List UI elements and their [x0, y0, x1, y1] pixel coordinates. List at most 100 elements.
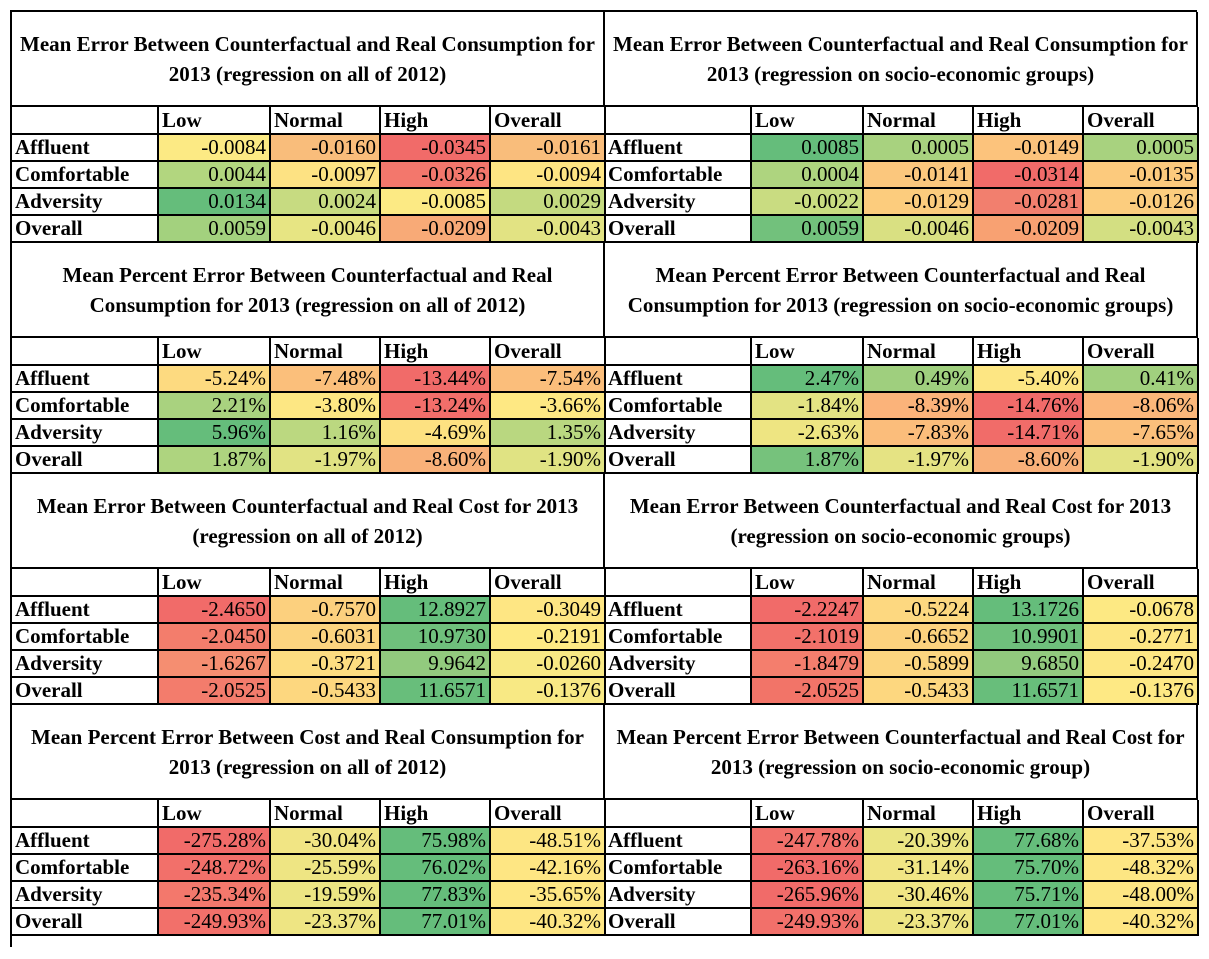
table-panel: Mean Error Between Counterfactual and Re…	[12, 474, 606, 705]
value-cell: 77.01%	[973, 908, 1084, 936]
value-cell: -265.96%	[751, 881, 864, 909]
header-row: Low Normal High Overall	[605, 338, 1199, 366]
value-cell: -2.2247	[751, 596, 864, 624]
row-label: Overall	[605, 446, 752, 474]
value-cell: -0.1376	[490, 677, 606, 705]
column-header	[12, 338, 159, 366]
column-header	[605, 569, 752, 597]
value-cell: -1.6267	[158, 650, 271, 678]
table-row: Adversity -1.8479 -0.5899 9.6850 -0.2470	[605, 650, 1199, 678]
row-label: Comfortable	[12, 623, 159, 651]
header-row: Low Normal High Overall	[605, 800, 1199, 828]
value-cell: 77.01%	[380, 908, 491, 936]
row-label: Affluent	[605, 365, 752, 393]
header-row: Low Normal High Overall	[12, 338, 606, 366]
value-cell: -0.2191	[490, 623, 606, 651]
value-cell: -0.5433	[863, 677, 974, 705]
value-cell: -0.2771	[1083, 623, 1199, 651]
results-grid: Mean Error Between Counterfactual and Re…	[10, 10, 1199, 947]
header-row: Low Normal High Overall	[605, 107, 1199, 135]
value-cell: -0.0129	[863, 188, 974, 216]
value-cell: -31.14%	[863, 854, 974, 882]
table-row: Overall -249.93% -23.37% 77.01% -40.32%	[12, 908, 606, 936]
row-label: Affluent	[605, 134, 752, 162]
column-header: Overall	[490, 338, 606, 366]
table-row: Overall 0.0059 -0.0046 -0.0209 -0.0043	[12, 215, 606, 243]
table-row: Adversity -1.6267 -0.3721 9.9642 -0.0260	[12, 650, 606, 678]
value-cell: 0.49%	[863, 365, 974, 393]
value-cell: -48.00%	[1083, 881, 1199, 909]
table-row: Comfortable -1.84% -8.39% -14.76% -8.06%	[605, 392, 1199, 420]
value-cell: -0.7570	[270, 596, 381, 624]
header-row: Low Normal High Overall	[12, 107, 606, 135]
table-panel: Mean Percent Error Between Counterfactua…	[605, 243, 1199, 474]
value-cell: 2.21%	[158, 392, 271, 420]
table-title: Mean Percent Error Between Counterfactua…	[605, 243, 1198, 338]
column-header: High	[380, 338, 491, 366]
table-title: Mean Error Between Counterfactual and Re…	[12, 12, 605, 107]
value-cell: 0.0134	[158, 188, 271, 216]
value-cell: 0.0005	[1083, 134, 1199, 162]
table-title: Mean Percent Error Between Cost and Real…	[12, 705, 605, 800]
value-cell: -0.0043	[1083, 215, 1199, 243]
column-header: Overall	[490, 569, 606, 597]
value-cell: 11.6571	[973, 677, 1084, 705]
value-cell: -0.0141	[863, 161, 974, 189]
table-row: Affluent -2.4650 -0.7570 12.8927 -0.3049	[12, 596, 606, 624]
value-cell: -0.0326	[380, 161, 491, 189]
value-cell: 9.9642	[380, 650, 491, 678]
value-cell: 0.0024	[270, 188, 381, 216]
column-header: Low	[751, 107, 864, 135]
value-cell: -2.4650	[158, 596, 271, 624]
table-row: Overall 1.87% -1.97% -8.60% -1.90%	[605, 446, 1199, 474]
value-cell: 77.83%	[380, 881, 491, 909]
value-cell: -2.0525	[158, 677, 271, 705]
value-cell: -2.1019	[751, 623, 864, 651]
value-cell: -0.0084	[158, 134, 271, 162]
value-cell: -1.97%	[270, 446, 381, 474]
row-label: Comfortable	[605, 392, 752, 420]
value-cell: -48.51%	[490, 827, 606, 855]
value-cell: -5.24%	[158, 365, 271, 393]
row-label: Adversity	[605, 419, 752, 447]
table-title: Mean Error Between Counterfactual and Re…	[605, 474, 1198, 569]
value-cell: 2.47%	[751, 365, 864, 393]
row-label: Affluent	[605, 596, 752, 624]
value-cell: -7.65%	[1083, 419, 1199, 447]
table-row: Comfortable -2.0450 -0.6031 10.9730 -0.2191	[12, 623, 606, 651]
value-cell: 1.87%	[751, 446, 864, 474]
column-header	[12, 569, 159, 597]
table-row: Adversity 0.0134 0.0024 -0.0085 0.0029	[12, 188, 606, 216]
value-cell: 10.9730	[380, 623, 491, 651]
table-row: Comfortable -248.72% -25.59% 76.02% -42.16%	[12, 854, 606, 882]
value-cell: -40.32%	[490, 908, 606, 936]
table-row: Overall -2.0525 -0.5433 11.6571 -0.1376	[12, 677, 606, 705]
data-table: Low Normal High Overall Affluent -2.2247 -0.52…	[605, 569, 1199, 705]
table-row: Affluent -275.28% -30.04% 75.98% -48.51%	[12, 827, 606, 855]
column-header: Low	[158, 338, 271, 366]
value-cell: 76.02%	[380, 854, 491, 882]
table-panel: Mean Error Between Counterfactual and Re…	[605, 12, 1199, 243]
data-table: Low Normal High Overall Affluent -2.4650 -0.75…	[12, 569, 606, 705]
value-cell: -30.46%	[863, 881, 974, 909]
value-cell: -19.59%	[270, 881, 381, 909]
value-cell: -3.80%	[270, 392, 381, 420]
row-label: Adversity	[12, 881, 159, 909]
value-cell: -1.90%	[490, 446, 606, 474]
value-cell: -0.0314	[973, 161, 1084, 189]
value-cell: -0.0085	[380, 188, 491, 216]
value-cell: -14.76%	[973, 392, 1084, 420]
value-cell: 13.1726	[973, 596, 1084, 624]
value-cell: -0.0126	[1083, 188, 1199, 216]
value-cell: -48.32%	[1083, 854, 1199, 882]
value-cell: 10.9901	[973, 623, 1084, 651]
column-header: Normal	[863, 107, 974, 135]
value-cell: -0.3049	[490, 596, 606, 624]
value-cell: 0.0044	[158, 161, 271, 189]
value-cell: -20.39%	[863, 827, 974, 855]
value-cell: -3.66%	[490, 392, 606, 420]
row-label: Comfortable	[12, 392, 159, 420]
value-cell: -1.90%	[1083, 446, 1199, 474]
value-cell: 1.16%	[270, 419, 381, 447]
column-header: Normal	[863, 338, 974, 366]
